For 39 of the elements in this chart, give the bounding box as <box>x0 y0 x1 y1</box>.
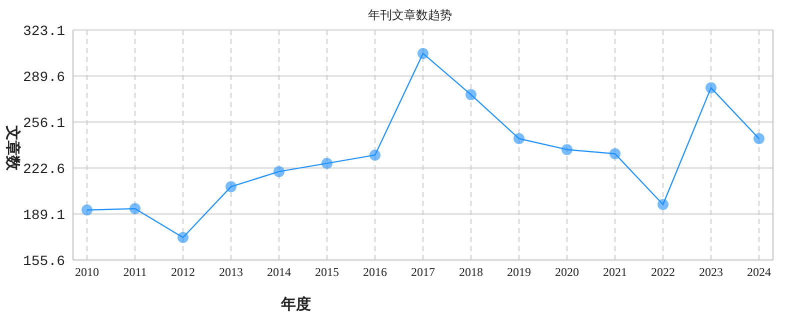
point <box>658 199 668 210</box>
x-tick-label: 2017 <box>411 265 435 279</box>
point <box>466 89 476 100</box>
x-tick-label: 2015 <box>315 265 339 279</box>
x-tick-label: 2023 <box>699 265 723 279</box>
point <box>706 82 716 94</box>
point <box>514 133 524 144</box>
x-tick-label: 2019 <box>507 265 531 279</box>
x-tick-label: 2021 <box>603 265 627 279</box>
x-tick-label: 2010 <box>75 265 99 279</box>
x-tick-label: 2011 <box>123 265 147 279</box>
point <box>274 166 284 178</box>
chart-title: 年刊文章数趋势 <box>368 8 452 22</box>
point <box>82 204 92 216</box>
point <box>370 150 380 161</box>
x-tick-label: 2020 <box>555 265 579 279</box>
point <box>178 232 188 243</box>
x-tick-label: 2018 <box>459 265 483 279</box>
y-tick-label: 155.6 <box>22 254 65 270</box>
x-tick-label: 2016 <box>363 265 387 279</box>
point <box>562 144 572 156</box>
x-tick-label: 2014 <box>267 265 291 279</box>
x-tick-label: 2012 <box>171 265 195 279</box>
point <box>418 48 428 59</box>
y-tick-label: 222.6 <box>22 162 65 178</box>
y-tick-label: 256.1 <box>22 116 65 132</box>
x-tick-label: 2013 <box>219 265 243 279</box>
y-axis-title: 文章数 <box>4 124 22 172</box>
y-tick-label: 323.1 <box>22 24 65 40</box>
point <box>226 181 236 192</box>
x-tick-label: 2024 <box>747 265 771 279</box>
point <box>754 133 764 144</box>
x-axis-title: 年度 <box>280 295 311 313</box>
y-tick-label: 289.6 <box>22 70 65 86</box>
y-tick-label: 189.1 <box>22 208 65 224</box>
point <box>610 148 620 160</box>
point <box>322 158 332 169</box>
x-tick-label: 2022 <box>651 265 675 279</box>
point <box>130 203 140 214</box>
